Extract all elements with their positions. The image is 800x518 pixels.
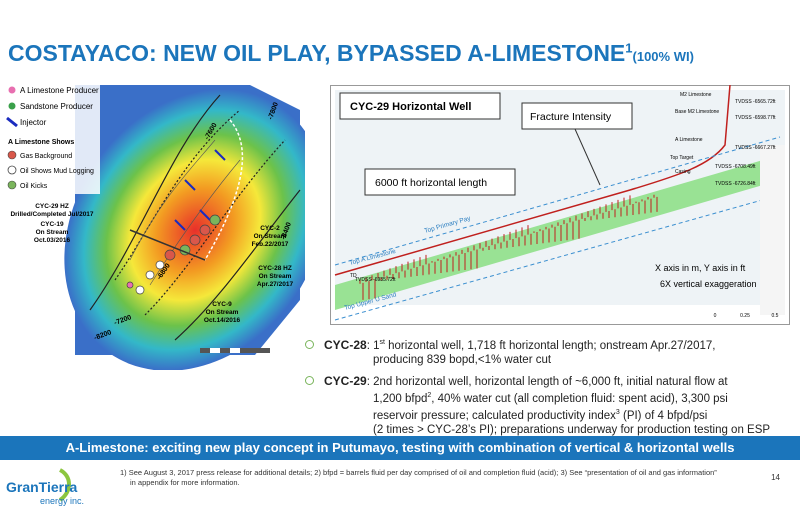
well-label: Feb.22/2017 bbox=[252, 241, 289, 248]
bullet-label: CYC-28 bbox=[324, 337, 367, 352]
note: X axis in m, Y axis in ft bbox=[655, 263, 746, 273]
bullet-line: reservoir pressure; calculated productiv… bbox=[305, 406, 770, 423]
legend-item: A Limestone Producer bbox=[20, 86, 99, 95]
well-label: Oct.03/2016 bbox=[34, 237, 71, 244]
bullet-line: (2 times > CYC-28’s PI); preparations un… bbox=[305, 423, 770, 437]
well-label: On Stream bbox=[36, 229, 69, 236]
superscript: 3 bbox=[615, 408, 620, 416]
title-sup: 1 bbox=[625, 40, 633, 56]
text: reservoir pressure; calculated productiv… bbox=[373, 409, 616, 422]
marker-label: Top Target bbox=[670, 155, 694, 161]
footnote: in appendix for more information. bbox=[130, 478, 240, 487]
bullet-line: 1,200 bfpd2, 40% water cut (all completi… bbox=[305, 389, 770, 406]
bullet-line: CYC-28: 1st horizontal well, 1,718 ft ho… bbox=[305, 336, 715, 353]
text: (2 times > CYC-28’s PI); preparations un… bbox=[373, 423, 771, 436]
well-label: Apr.27/2017 bbox=[257, 281, 294, 288]
section-title: CYC-29 Horizontal Well bbox=[350, 101, 471, 113]
bullet-line: CYC-29: 2nd horizontal well, horizontal … bbox=[305, 374, 770, 389]
scale-label: 0.5 bbox=[772, 313, 779, 319]
scale-label: 0 bbox=[714, 313, 717, 319]
bullet: CYC-28: 1st horizontal well, 1,718 ft ho… bbox=[305, 336, 715, 367]
callout: 6000 ft horizontal length bbox=[375, 177, 487, 189]
text: horizontal well, 1,718 ft horizontal len… bbox=[384, 339, 716, 352]
marker-label: TVDSS -6708.49ft bbox=[715, 164, 756, 170]
bullet-label: CYC-29 bbox=[324, 374, 367, 388]
text: : 1 bbox=[366, 339, 380, 352]
scale-label: 0.25 bbox=[740, 313, 750, 319]
well-label: CYC-29 HZ bbox=[35, 203, 69, 210]
marker-label: Casing bbox=[675, 169, 691, 175]
well-label: CYC-2 bbox=[260, 225, 280, 232]
marker-label: A Limestone bbox=[675, 137, 703, 143]
superscript: st bbox=[379, 339, 385, 346]
marker-label: TD bbox=[350, 273, 357, 279]
bullet-icon bbox=[305, 339, 314, 349]
text: (PI) of 4 bfpd/psi bbox=[619, 409, 708, 422]
well-label: CYC-28 HZ bbox=[258, 265, 292, 272]
note: 6X vertical exaggeration bbox=[660, 279, 757, 289]
text: producing 839 bopd,<1% water cut bbox=[373, 353, 552, 366]
legend-item: Sandstone Producer bbox=[20, 102, 93, 111]
marker-label: TVDSS -6726.84ft bbox=[715, 181, 756, 187]
title: COSTAYACO: NEW OIL PLAY, BYPASSED A-LIME… bbox=[8, 40, 694, 67]
marker-label: TVDSS -6565.72ft bbox=[735, 99, 776, 105]
well-label: CYC-9 bbox=[212, 301, 232, 308]
legend-item: Oil Shows Mud Logging bbox=[20, 168, 94, 175]
text: , 40% water cut (all completion fluid: s… bbox=[431, 392, 728, 405]
marker-label: TVDSS -6667.27ft bbox=[735, 145, 776, 151]
marker-label: TVDSS -6598.77ft bbox=[735, 115, 776, 121]
well-label: On Stream bbox=[254, 233, 287, 240]
footer: 14 GranTierra energy inc. bbox=[6, 468, 781, 506]
logo: GranTierra bbox=[6, 479, 78, 495]
banner: A-Limestone: exciting new play concept i… bbox=[0, 436, 800, 460]
superscript: 2 bbox=[427, 392, 432, 399]
marker-label: Base M2 Limestone bbox=[675, 109, 719, 115]
well-label: Oct.14/2016 bbox=[204, 317, 241, 324]
bullet-line: producing 839 bopd,<1% water cut bbox=[305, 353, 715, 367]
title-note: (100% WI) bbox=[632, 49, 694, 64]
title-text: COSTAYACO: NEW OIL PLAY, BYPASSED A-LIME… bbox=[8, 40, 626, 66]
well-label: Drilled/Completed Jul/2017 bbox=[10, 211, 93, 218]
marker-label: TVDSS -6935.72ft bbox=[355, 277, 396, 283]
legend-item: Oil Kicks bbox=[20, 183, 48, 190]
well-label: On Stream bbox=[259, 273, 292, 280]
callout: Fracture Intensity bbox=[530, 111, 612, 123]
text: : 2nd horizontal well, horizontal length… bbox=[366, 376, 728, 388]
bullet: CYC-29: 2nd horizontal well, horizontal … bbox=[305, 374, 770, 437]
legend-item: Injector bbox=[20, 118, 47, 127]
text: 1,200 bfpd bbox=[373, 392, 428, 405]
legend-item: Gas Background bbox=[20, 153, 72, 160]
footnotes: 1) See August 3, 2017 press release for … bbox=[120, 468, 717, 488]
cross-section: CYC-29 Horizontal Well Fracture Intensity… bbox=[330, 85, 790, 325]
footnote: 1) See August 3, 2017 press release for … bbox=[120, 468, 717, 477]
legend-title: A Limestone Shows bbox=[8, 139, 74, 146]
page-number: 14 bbox=[771, 473, 780, 482]
well-label: CYC-19 bbox=[40, 221, 64, 228]
marker-label: M2 Limestone bbox=[680, 92, 712, 98]
bullet-icon bbox=[305, 376, 314, 385]
logo-sub: energy inc. bbox=[40, 496, 84, 506]
map: A Limestone Producer Sandstone Producer In… bbox=[5, 82, 305, 370]
well-label: On Stream bbox=[206, 309, 239, 316]
